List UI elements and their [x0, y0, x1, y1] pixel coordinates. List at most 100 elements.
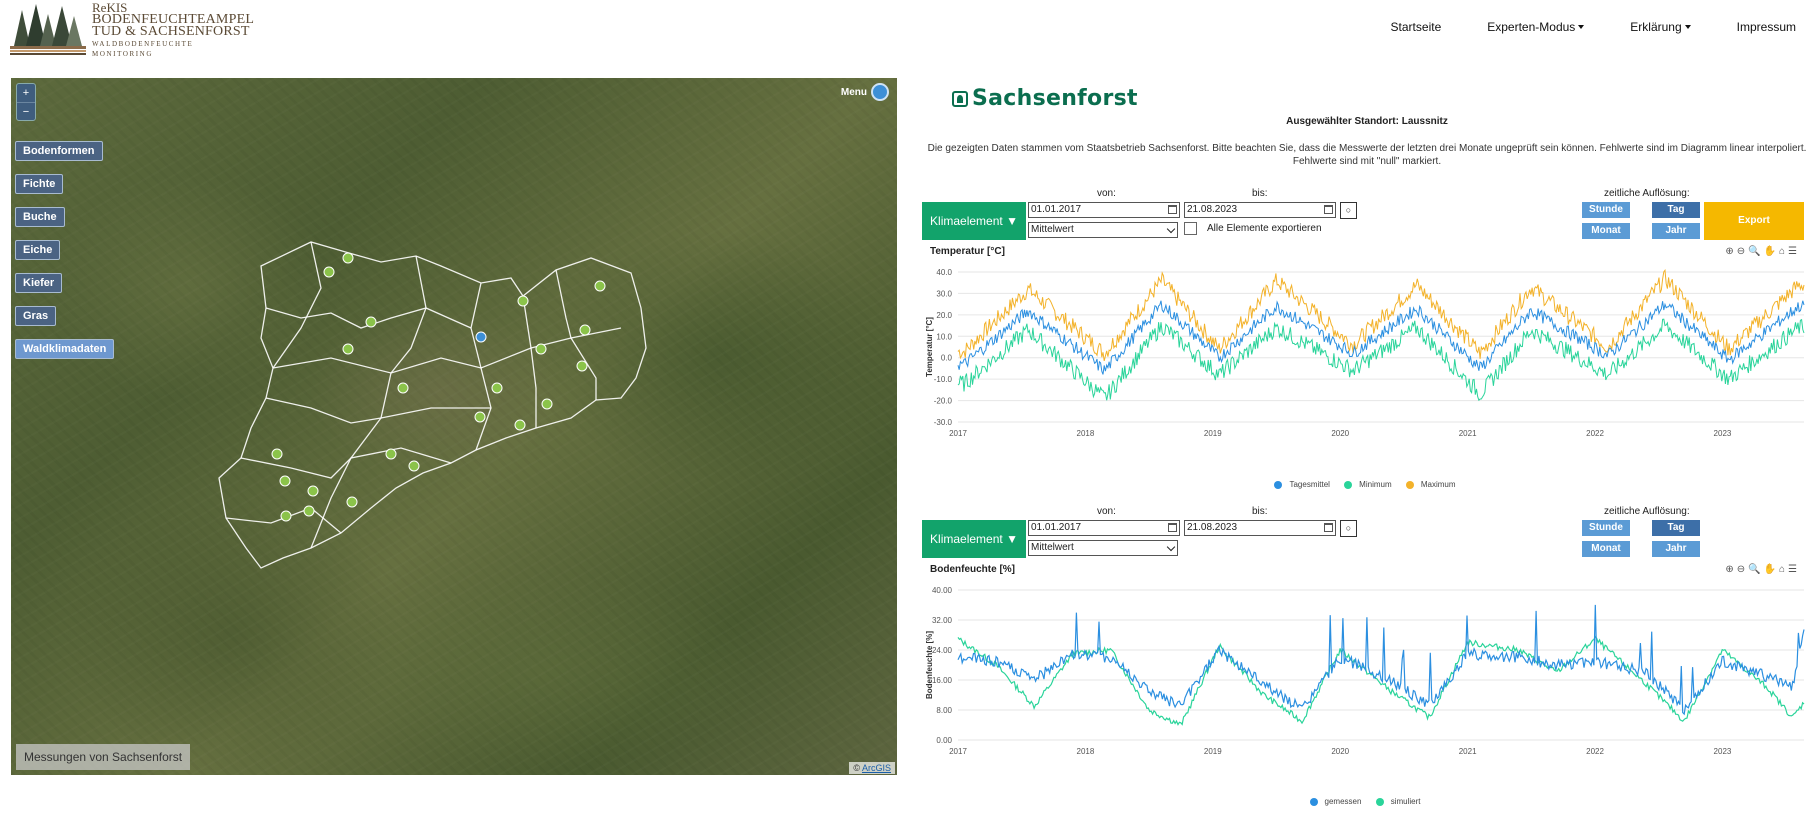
zoom-out-button[interactable]: −	[17, 102, 35, 120]
map-attribution: © ArcGIS	[849, 762, 895, 774]
caret-down-icon	[1578, 25, 1585, 29]
aggregation-select[interactable]: Mittelwert	[1028, 540, 1178, 556]
sachsenforst-name: Sachsenforst	[972, 86, 1138, 111]
layer-button-buche[interactable]: Buche	[15, 207, 65, 227]
layer-button-waldklimadaten[interactable]: Waldklimadaten	[15, 339, 115, 359]
resolution-label: zeitliche Auflösung:	[1604, 506, 1690, 517]
export-button[interactable]: Export	[1704, 202, 1804, 240]
from-date-value: 01.01.2017	[1031, 204, 1082, 215]
resolution-year-button[interactable]: Jahr	[1652, 223, 1700, 239]
daily-mean-series-line	[957, 300, 1805, 375]
legend-item[interactable]: Minimum	[1344, 480, 1395, 489]
resolution-month-button[interactable]: Monat	[1582, 223, 1630, 239]
nav-imprint[interactable]: Impressum	[1737, 20, 1796, 40]
from-date-input[interactable]: 01.01.2017	[1028, 520, 1180, 536]
legend-dot	[1274, 480, 1283, 489]
arcgis-link[interactable]: ArcGIS	[861, 763, 891, 773]
to-date-input[interactable]: 21.08.2023	[1184, 520, 1336, 536]
legend-label: Tagesmittel	[1289, 480, 1330, 489]
x-tick-label: 2021	[1459, 429, 1477, 438]
resolution-hour-button[interactable]: Stunde	[1582, 520, 1630, 536]
calendar-icon	[1324, 205, 1333, 214]
selected-station: Ausgewählter Standort: Laussnitz	[1286, 116, 1448, 127]
x-tick-label: 2019	[1204, 747, 1222, 756]
x-tick-label: 2018	[1077, 747, 1095, 756]
resolution-day-button[interactable]: Tag	[1652, 520, 1700, 536]
layer-button-fichte[interactable]: Fichte	[15, 174, 64, 194]
nav-home[interactable]: Startseite	[1391, 20, 1442, 40]
nav-home-label: Startseite	[1390, 20, 1442, 34]
layer-button-kiefer[interactable]: Kiefer	[15, 273, 63, 293]
reset-button[interactable]: ○	[1340, 202, 1357, 219]
soil-moisture-chart[interactable]: 40.00 32.00 24.00 16.00 8.00 0.00 2017 2018 2019…	[922, 576, 1812, 801]
temperature-chart[interactable]: 40.0 30.0 20.0 10.0 0.0 -10.0 -20.0 -30.0 2017 20…	[922, 258, 1812, 483]
climate-element-button[interactable]: Klimaelement ▼	[922, 202, 1026, 240]
nav-explanation[interactable]: Erklärung	[1630, 20, 1691, 40]
legend-item[interactable]: Maximum	[1405, 480, 1460, 489]
chart-toolbar[interactable]: ⊕⊖🔍✋⌂☰	[1725, 246, 1800, 257]
y-tick-label: 0.0	[941, 354, 953, 363]
resolution-month-button[interactable]: Monat	[1582, 541, 1630, 557]
y-tick-label: 24.00	[932, 646, 953, 655]
temperature-legend: Tagesmittel Minimum Maximum	[922, 480, 1812, 491]
from-date-input[interactable]: 01.01.2017	[1028, 202, 1180, 218]
zoom-in-button[interactable]: +	[22, 87, 30, 99]
x-tick-label: 2022	[1586, 429, 1604, 438]
layer-button-eiche[interactable]: Eiche	[15, 240, 61, 260]
logo-line-1: ReKIS	[92, 0, 128, 15]
rekis-logo[interactable]: ReKIS BODENFEUCHTEAMPEL TUD & SACHSENFOR…	[6, 1, 254, 58]
x-tick-label: 2018	[1077, 429, 1095, 438]
state-outline	[218, 241, 647, 569]
legend-label: gemessen	[1324, 797, 1362, 806]
legend-label: Maximum	[1420, 480, 1456, 489]
x-tick-label: 2020	[1331, 429, 1349, 438]
from-label: von:	[1097, 506, 1116, 517]
x-tick-label: 2021	[1459, 747, 1477, 756]
export-all-checkbox-row[interactable]: Alle Elemente exportieren	[1184, 222, 1322, 235]
nav-expert-label: Experten-Modus	[1487, 20, 1576, 34]
x-tick-label: 2020	[1331, 747, 1349, 756]
y-tick-label: 40.0	[936, 268, 952, 277]
legend-item[interactable]: gemessen	[1309, 797, 1366, 806]
aggregation-value: Mittelwert	[1031, 542, 1074, 553]
header: ReKIS BODENFEUCHTEAMPEL TUD & SACHSENFOR…	[0, 0, 1819, 60]
y-tick-label: 32.00	[932, 616, 953, 625]
reset-button[interactable]: ○	[1340, 520, 1357, 537]
sachsenforst-logo: Sachsenforst	[952, 86, 1138, 111]
to-date-input[interactable]: 21.08.2023	[1184, 202, 1336, 218]
x-tick-label: 2017	[949, 429, 967, 438]
legend-item[interactable]: simuliert	[1375, 797, 1425, 806]
logo-line-2: BODENFEUCHTEAMPEL	[92, 12, 255, 27]
y-tick-label: 20.0	[936, 311, 952, 320]
layer-button-bodenformen[interactable]: Bodenformen	[15, 141, 103, 161]
aggregation-select[interactable]: Mittelwert	[1028, 222, 1178, 238]
globe-icon	[871, 83, 889, 101]
resolution-hour-button[interactable]: Stunde	[1582, 202, 1630, 218]
saxony-boundary-overlay	[218, 241, 647, 569]
y-tick-label: -10.0	[934, 375, 953, 384]
soil-moisture-controls: Klimaelement ▼ von: bis: 01.01.2017 21.0…	[922, 500, 1812, 566]
chart-toolbar[interactable]: ⊕⊖🔍✋⌂☰	[1725, 564, 1800, 575]
from-date-value: 01.01.2017	[1031, 522, 1082, 533]
export-all-label: Alle Elemente exportieren	[1207, 223, 1322, 234]
map-view[interactable]: + − Bodenformen Fichte Buche Eiche Kiefe…	[11, 78, 897, 775]
layer-button-gras[interactable]: Gras	[15, 306, 57, 326]
legend-dot	[1405, 480, 1414, 489]
to-label: bis:	[1252, 506, 1268, 517]
legend-item[interactable]: Tagesmittel	[1274, 480, 1333, 489]
map-menu-toggle[interactable]: Menu	[841, 83, 889, 101]
temperature-chart-title: Temperatur [°C]	[930, 246, 1005, 257]
chevron-down-icon	[1166, 542, 1176, 552]
measurements-label: Messungen von Sachsenforst	[16, 744, 191, 770]
y-tick-label: 10.0	[936, 332, 952, 341]
sachsenforst-leaf-icon	[952, 90, 968, 107]
export-all-checkbox[interactable]	[1184, 222, 1197, 235]
climate-element-button[interactable]: Klimaelement ▼	[922, 520, 1026, 558]
legend-label: Minimum	[1359, 480, 1392, 489]
to-date-value: 21.08.2023	[1187, 204, 1238, 215]
resolution-day-button[interactable]: Tag	[1652, 202, 1700, 218]
resolution-year-button[interactable]: Jahr	[1652, 541, 1700, 557]
y-tick-label: 8.00	[936, 706, 952, 715]
nav-expert-mode[interactable]: Experten-Modus	[1487, 20, 1585, 40]
nav-explain-label: Erklärung	[1630, 20, 1682, 34]
